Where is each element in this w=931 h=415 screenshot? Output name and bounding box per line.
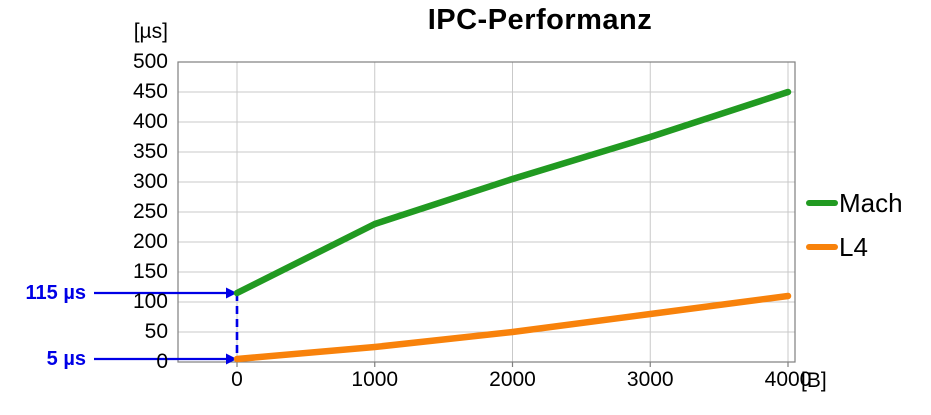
x-tick-label: 0 (231, 368, 243, 391)
annotation-label-5us: 5 µs (46, 348, 86, 370)
legend-item-l4: L4 (806, 234, 903, 260)
x-tick-label: 4000 (764, 368, 812, 391)
y-tick-label: 200 (132, 230, 168, 253)
legend-label-mach: Mach (839, 188, 903, 218)
series-line-mach (233, 88, 792, 297)
y-axis-unit-label: [µs] (133, 20, 168, 43)
y-tick-label: 50 (144, 320, 168, 343)
x-tick-label: 1000 (351, 368, 399, 391)
legend-item-mach: Mach (806, 190, 903, 216)
y-tick-label: 150 (132, 260, 168, 283)
y-tick-label: 500 (132, 50, 168, 73)
legend: Mach L4 (806, 190, 903, 260)
y-tick-label: 400 (132, 110, 168, 133)
y-tick-label: 250 (132, 200, 168, 223)
chart-title: IPC-Performanz (427, 4, 653, 36)
y-tick-label: 0 (156, 350, 168, 373)
axes (177, 61, 796, 367)
legend-swatch-l4-line-icon (806, 244, 838, 250)
legend-swatch-mach-line-icon (806, 200, 838, 206)
y-tick-label: 100 (132, 290, 168, 313)
y-tick-label: 350 (132, 140, 168, 163)
annotation-arrowhead-icon (226, 353, 237, 365)
legend-label-l4: L4 (839, 232, 868, 262)
y-tick-label: 300 (132, 170, 168, 193)
y-tick-label: 450 (132, 80, 168, 103)
annotation-label-115us: 115 µs (25, 282, 86, 304)
x-tick-label: 2000 (489, 368, 536, 391)
x-axis-unit-label: [B] (801, 369, 827, 392)
annotation-marks (94, 287, 239, 365)
annotation-arrowhead-icon (226, 287, 237, 299)
x-tick-label: 3000 (626, 368, 674, 391)
gridlines (178, 61, 795, 363)
series-line-l4 (233, 292, 792, 363)
